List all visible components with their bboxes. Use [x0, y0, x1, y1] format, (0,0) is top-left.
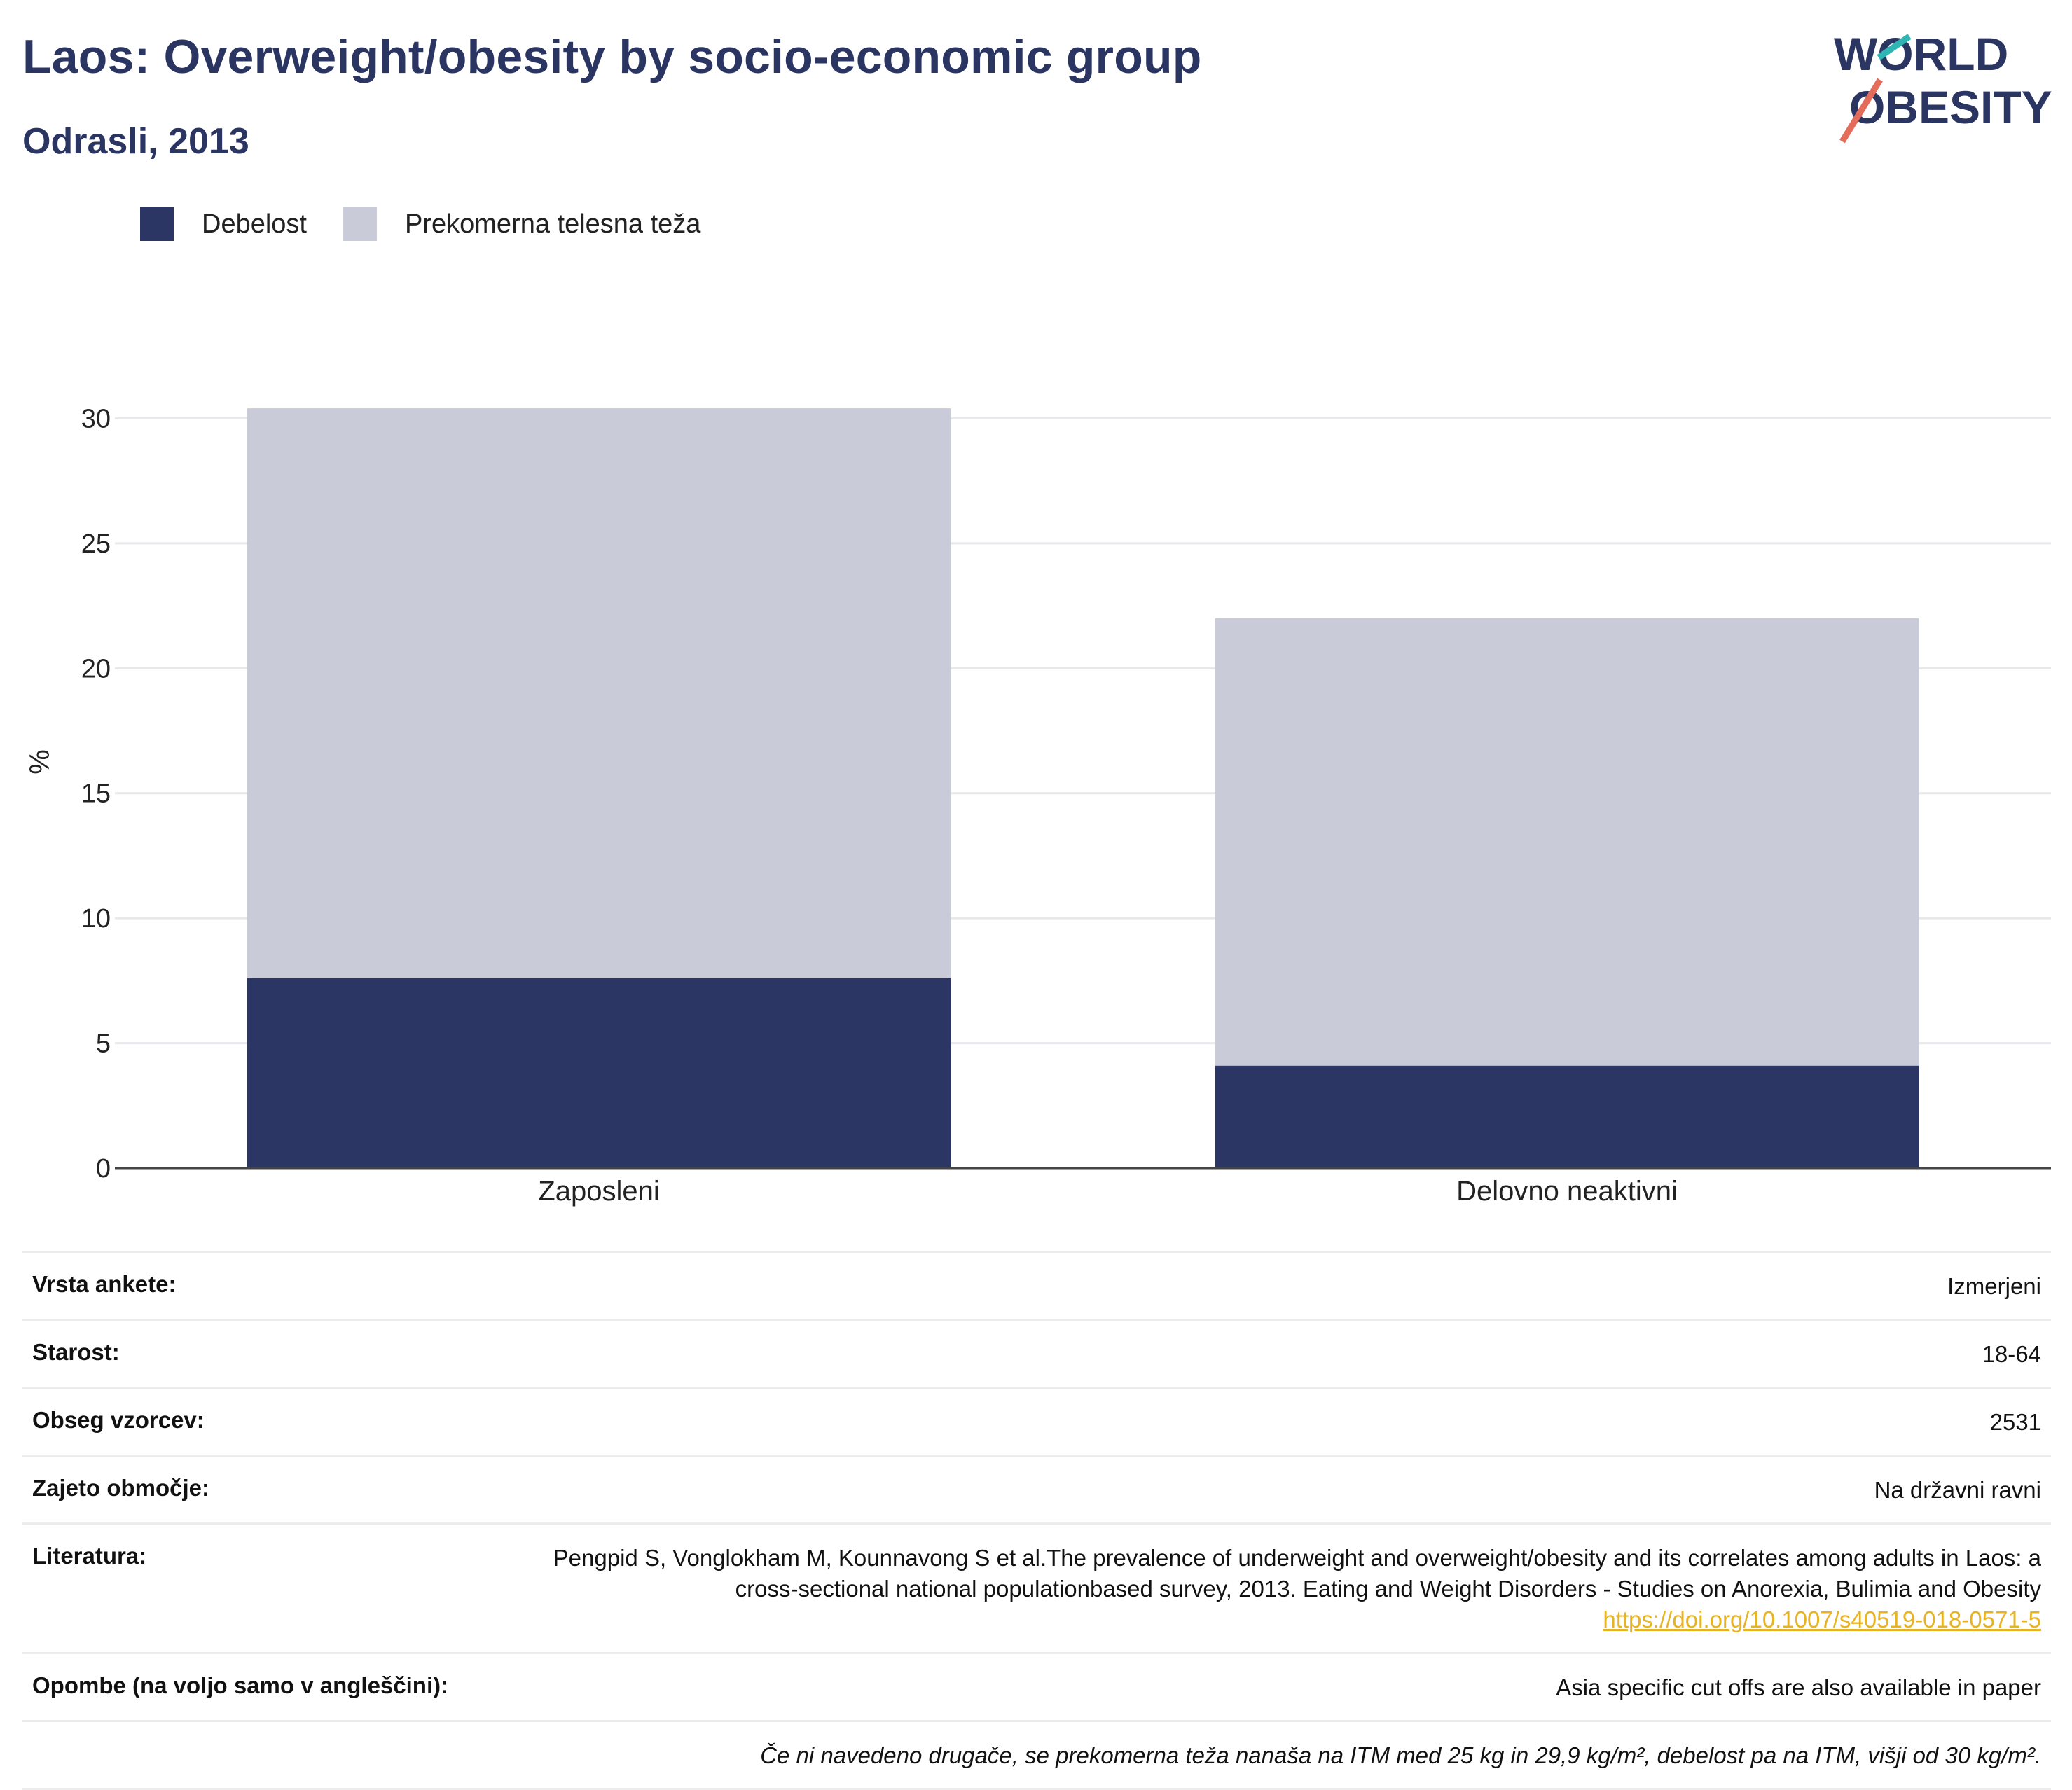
y-tick-label: 30 [81, 404, 111, 433]
page-title: Laos: Overweight/obesity by socio-econom… [22, 30, 1202, 83]
x-tick-label: Zaposleni [538, 1176, 659, 1207]
meta-key: Starost: [32, 1339, 120, 1365]
bar-segment [1215, 1065, 1919, 1168]
x-tick-label: Delovno neaktivni [1456, 1176, 1678, 1207]
meta-value: Asia specific cut offs are also availabl… [1556, 1674, 2041, 1700]
svg-text:WORLD: WORLD [1834, 28, 2008, 80]
literature-doi-link[interactable]: https://doi.org/10.1007/s40519-018-0571-… [1603, 1607, 2041, 1632]
svg-text:OBESITY: OBESITY [1849, 81, 2052, 133]
legend-item-overweight[interactable]: Prekomerna telesna teža [343, 207, 700, 241]
page-subtitle: Odrasli, 2013 [22, 121, 249, 162]
legend-label-overweight: Prekomerna telesna teža [404, 209, 701, 239]
y-axis-label: % [25, 749, 55, 775]
meta-key: Vrsta ankete: [32, 1271, 177, 1297]
footnote-text: Če ni navedeno drugače, se prekomerna te… [760, 1742, 2041, 1768]
legend-swatch-obesity [140, 207, 174, 241]
meta-key: Obseg vzorcev: [32, 1407, 205, 1433]
meta-key: Literatura: [32, 1543, 147, 1569]
meta-key: Opombe (na voljo samo v angleščini): [32, 1672, 449, 1698]
meta-value: Na državni ravni [1874, 1477, 2041, 1503]
survey-metadata-table: Vrsta ankete: Izmerjeni Starost: 18-64 O… [22, 1251, 2051, 1790]
y-tick-label: 25 [81, 529, 111, 559]
bar-segment [247, 978, 951, 1168]
meta-row-literature: Literatura: Pengpid S, Vonglokham M, Kou… [22, 1522, 2051, 1652]
legend-item-obesity[interactable]: Debelost [140, 207, 307, 241]
meta-row-sample-size: Obseg vzorcev: 2531 [22, 1387, 2051, 1455]
bar-segment [1215, 618, 1919, 1066]
legend-label-obesity: Debelost [202, 209, 307, 239]
meta-value: Pengpid S, Vonglokham M, Kounnavong S et… [500, 1543, 2041, 1635]
stacked-bar-chart: 0 5 10 15 20 25 30% Zaposleni Delovno neaktivni [25, 404, 2051, 1207]
y-tick-label: 5 [96, 1029, 111, 1059]
meta-row-coverage: Zajeto območje: Na državni ravni [22, 1455, 2051, 1522]
meta-row-footnote: Če ni navedeno drugače, se prekomerna te… [22, 1720, 2051, 1790]
y-tick-label: 10 [81, 904, 111, 934]
chart-legend: Debelost Prekomerna telesna teža [140, 207, 737, 241]
y-tick-label: 15 [81, 779, 111, 809]
world-obesity-logo: WORLD OBESITY [1834, 28, 2052, 144]
meta-value: Izmerjeni [1947, 1273, 2041, 1299]
meta-row-age: Starost: 18-64 [22, 1319, 2051, 1387]
legend-swatch-overweight [343, 207, 377, 241]
literature-text: Pengpid S, Vonglokham M, Kounnavong S et… [553, 1545, 2041, 1602]
meta-value: 2531 [1989, 1409, 2041, 1435]
y-tick-label: 0 [96, 1154, 111, 1184]
meta-value: 18-64 [1982, 1341, 2041, 1367]
y-tick-label: 20 [81, 654, 111, 684]
meta-row-notes: Opombe (na voljo samo v angleščini): Asi… [22, 1652, 2051, 1720]
meta-row-survey-type: Vrsta ankete: Izmerjeni [22, 1251, 2051, 1319]
bar-segment [247, 408, 951, 978]
meta-key: Zajeto območje: [32, 1475, 210, 1501]
